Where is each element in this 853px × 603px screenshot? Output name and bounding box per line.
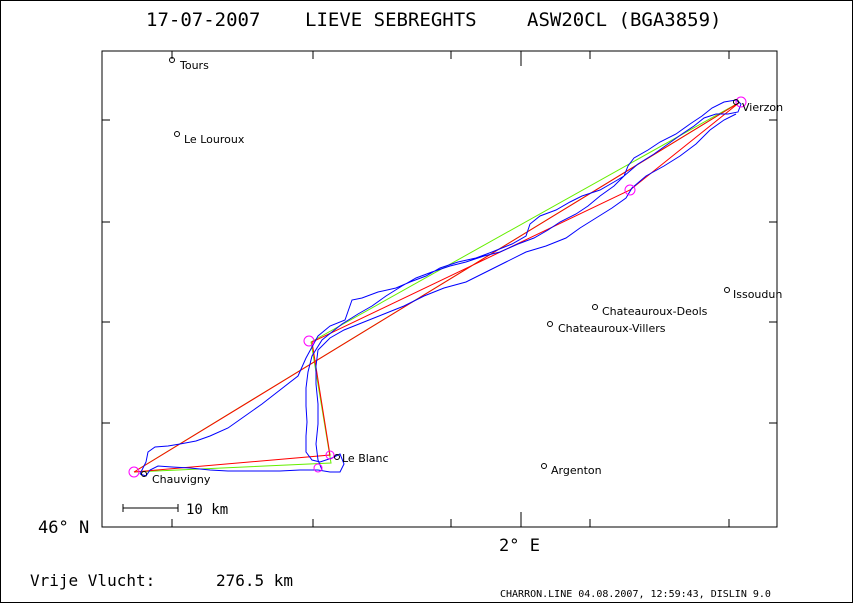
place-marker-chateauroux-deols	[592, 304, 598, 310]
place-label-issoudun: Issoudun	[733, 288, 782, 301]
flight-track	[139, 99, 742, 477]
latitude-label: 46° N	[38, 518, 89, 538]
place-label-argenton: Argenton	[551, 464, 602, 477]
glider-id: ASW20CL (BGA3859)	[527, 9, 721, 31]
pilot-name: LIEVE SEBREGHTS	[305, 9, 477, 31]
place-label-vierzon: Vierzon	[742, 101, 783, 114]
turnpoint-2	[303, 335, 315, 347]
place-label-chateauroux-villers: Chateauroux-Villers	[558, 322, 666, 335]
turnpoint-4	[735, 96, 747, 108]
axis-ticks	[102, 51, 777, 527]
plot-area	[101, 50, 778, 528]
distance-value: 276.5 km	[216, 571, 293, 590]
place-marker-issoudun	[724, 287, 730, 293]
turnpoint-start	[128, 466, 140, 478]
distance-label: Vrije Vlucht:	[30, 571, 155, 590]
place-marker-vierzon	[733, 99, 739, 105]
longitude-label: 2° E	[499, 536, 540, 556]
turnpoint-3	[624, 184, 636, 196]
place-marker-le-louroux	[174, 131, 180, 137]
place-marker-chateauroux-villers	[547, 321, 553, 327]
place-label-le-louroux: Le Louroux	[184, 133, 245, 146]
credits-text: CHARRON.LINE 04.08.2007, 12:59:43, DISLI…	[500, 589, 771, 600]
scale-bar: 10 km	[122, 502, 228, 518]
place-label-chauvigny: Chauvigny	[152, 473, 211, 486]
flight-track-secondary	[315, 113, 737, 471]
place-label-chateauroux-deols: Chateauroux-Deols	[602, 305, 708, 318]
place-marker-le-blanc	[334, 454, 340, 460]
place-marker-argenton	[541, 463, 547, 469]
turnpoint-1	[325, 450, 335, 460]
turnpoint-finish	[313, 463, 323, 473]
place-marker-tours	[169, 57, 175, 63]
place-label-tours: Tours	[179, 59, 209, 72]
scale-bar-label: 10 km	[186, 502, 228, 518]
turnpoints	[128, 96, 747, 478]
flight-date: 17-07-2007	[146, 9, 260, 31]
place-markers: Tours Le Louroux Vierzon Issoudun Chatea…	[141, 57, 783, 486]
place-marker-chauvigny	[141, 471, 147, 477]
place-label-le-blanc: Le Blanc	[342, 452, 389, 465]
